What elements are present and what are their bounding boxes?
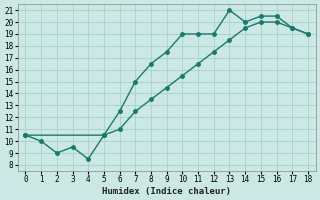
X-axis label: Humidex (Indice chaleur): Humidex (Indice chaleur) [102, 187, 231, 196]
